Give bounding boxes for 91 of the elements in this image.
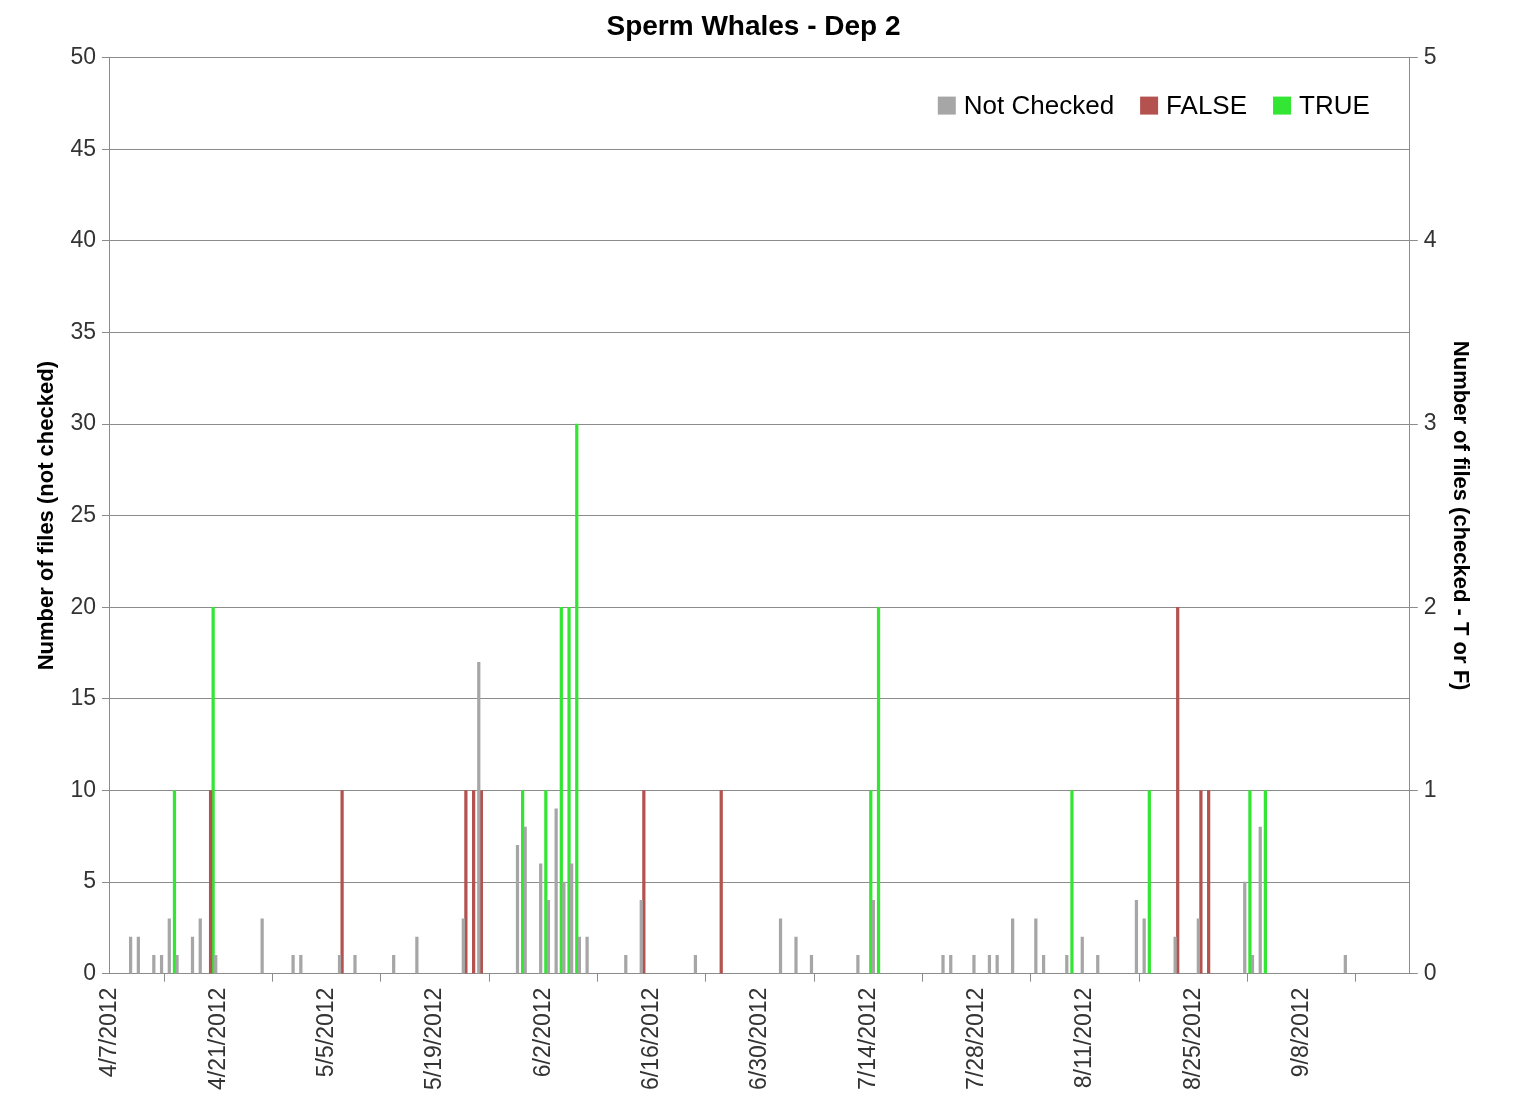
- bar: [415, 936, 419, 974]
- bar: [949, 955, 953, 974]
- y-tick-label: 10: [70, 775, 96, 802]
- y2-tick-label: 4: [1423, 226, 1437, 253]
- bar: [1142, 918, 1146, 974]
- bar: [869, 790, 873, 974]
- y-tick-label: 0: [83, 959, 96, 986]
- y2-axis-title: Number of files (checked - T or F): [1448, 340, 1474, 691]
- bar: [1207, 790, 1211, 974]
- x-tick-label: 5/5/2012: [311, 987, 338, 1078]
- bar: [719, 790, 723, 974]
- bar: [624, 955, 628, 974]
- y-tick-label: 45: [70, 134, 96, 161]
- bar: [1199, 790, 1203, 974]
- bar: [1011, 918, 1015, 974]
- bar: [575, 423, 579, 974]
- bar: [1041, 955, 1046, 974]
- bar: [353, 955, 357, 974]
- bar: [211, 606, 215, 974]
- y2-tick-label: 1: [1423, 775, 1437, 802]
- x-tick-label: 8/25/2012: [1178, 987, 1205, 1091]
- bar: [809, 955, 814, 974]
- bar: [198, 918, 202, 974]
- bar: [1080, 936, 1084, 974]
- y-tick-label: 25: [70, 500, 96, 527]
- bar: [778, 918, 783, 974]
- bar: [987, 955, 992, 974]
- y2-tick-label: 0: [1423, 959, 1437, 986]
- bar: [291, 955, 295, 974]
- bar: [1343, 955, 1347, 974]
- bar: [856, 955, 860, 974]
- x-tick-label: 6/16/2012: [636, 987, 663, 1091]
- bar: [337, 955, 342, 974]
- bar: [1070, 790, 1074, 974]
- y-tick-label: 5: [83, 867, 96, 894]
- bar: [167, 918, 171, 974]
- x-tick-label: 4/7/2012: [95, 987, 122, 1078]
- x-tick-label: 8/11/2012: [1070, 987, 1097, 1089]
- legend-label: TRUE: [1299, 89, 1370, 120]
- bar: [562, 881, 566, 974]
- x-tick-label: 6/2/2012: [528, 987, 555, 1078]
- bar: [461, 918, 465, 974]
- bar: [392, 955, 396, 974]
- bar: [175, 955, 179, 974]
- y2-tick-label: 2: [1423, 592, 1437, 619]
- bar: [995, 955, 999, 974]
- bar: [972, 955, 976, 974]
- bar: [1134, 900, 1139, 974]
- y-axis-title: Number of files (not checked): [33, 361, 59, 671]
- x-tick-label: 6/30/2012: [745, 987, 772, 1091]
- bar: [1250, 955, 1255, 974]
- bar: [159, 955, 164, 974]
- bar: [208, 790, 213, 974]
- bar: [136, 936, 140, 974]
- bar: [1065, 955, 1069, 974]
- bar: [214, 955, 218, 974]
- bar: [567, 606, 571, 974]
- x-tick-label: 5/19/2012: [420, 987, 447, 1091]
- bar: [190, 936, 195, 974]
- legend-label: FALSE: [1166, 89, 1248, 120]
- bar: [585, 936, 589, 974]
- bar: [1173, 936, 1177, 974]
- y2-tick-label: 3: [1423, 409, 1437, 436]
- bar: [1034, 918, 1038, 974]
- x-tick-label: 4/21/2012: [203, 987, 230, 1091]
- bar: [260, 918, 264, 974]
- bar: [577, 936, 581, 974]
- x-tick-label: 9/8/2012: [1286, 987, 1313, 1078]
- bar: [1096, 955, 1100, 974]
- bar: [794, 936, 798, 974]
- bar: [876, 606, 881, 974]
- chart-title: Sperm Whales - Dep 2: [606, 9, 901, 41]
- bar: [464, 790, 468, 974]
- y2-tick-label: 5: [1423, 42, 1437, 69]
- y-tick-label: 30: [70, 409, 96, 436]
- y-tick-label: 20: [70, 592, 96, 619]
- legend-label: Not Checked: [963, 89, 1115, 120]
- bar: [129, 936, 133, 974]
- bar: [693, 955, 698, 974]
- x-tick-label: 7/28/2012: [961, 987, 988, 1091]
- bar: [1196, 918, 1200, 974]
- bar: [299, 955, 303, 974]
- bar: [1147, 790, 1151, 974]
- y-tick-label: 35: [70, 317, 96, 344]
- y-tick-label: 50: [70, 42, 96, 69]
- y-tick-label: 40: [70, 226, 96, 253]
- bar: [570, 863, 574, 974]
- x-tick-label: 7/14/2012: [853, 987, 880, 1091]
- bar: [941, 955, 945, 974]
- y-tick-label: 15: [70, 684, 96, 711]
- bar: [152, 955, 156, 974]
